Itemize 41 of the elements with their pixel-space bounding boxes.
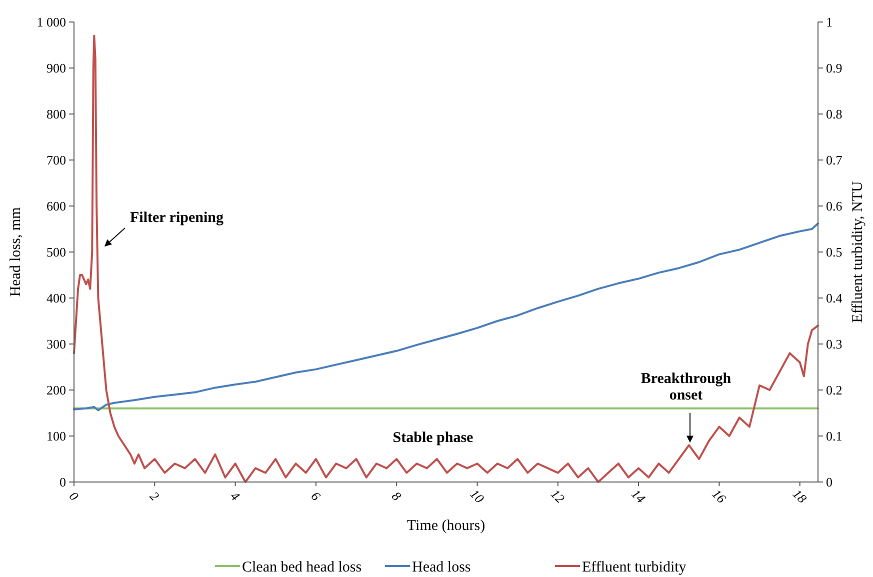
y-axis-title: Head loss, mm bbox=[8, 206, 24, 297]
y2-tick-label: 1 bbox=[826, 14, 832, 30]
x-tick-label: 0 bbox=[66, 488, 82, 504]
legend-label: Head loss bbox=[412, 559, 471, 576]
annotation: Breakthrough onset bbox=[640, 371, 732, 404]
y-tick-label: 300 bbox=[46, 336, 66, 352]
legend-label: Effluent turbidity bbox=[582, 559, 687, 576]
y2-tick-label: 0 bbox=[826, 474, 832, 490]
x-tick-label: 8 bbox=[388, 488, 405, 504]
x-tick-label: 12 bbox=[548, 486, 568, 506]
y2-axis-title: Effluent turbidity, NTU bbox=[850, 181, 866, 323]
y2-tick-label: 0.1 bbox=[826, 428, 842, 444]
y-tick-label: 0 bbox=[60, 474, 66, 490]
annotation: Filter ripening bbox=[130, 210, 224, 226]
x-tick-label: 2 bbox=[147, 488, 163, 504]
x-tick-label: 18 bbox=[790, 486, 810, 506]
y2-tick-label: 0.4 bbox=[826, 290, 843, 306]
y-tick-label: 1 000 bbox=[36, 14, 66, 30]
x-tick-label: 10 bbox=[467, 486, 488, 506]
x-tick-label: 4 bbox=[228, 488, 244, 504]
y2-tick-label: 0.9 bbox=[826, 60, 842, 76]
y-tick-label: 600 bbox=[46, 198, 66, 214]
y2-tick-label: 0.2 bbox=[826, 382, 842, 398]
x-axis-title: Time (hours) bbox=[406, 518, 486, 534]
y-tick-label: 500 bbox=[46, 244, 66, 260]
annotation: Stable phase bbox=[392, 430, 474, 446]
y2-tick-label: 0.5 bbox=[826, 244, 842, 260]
y-tick-label: 400 bbox=[46, 290, 66, 306]
y2-tick-label: 0.6 bbox=[826, 198, 843, 214]
x-tick-label: 16 bbox=[709, 486, 730, 506]
y-tick-label: 800 bbox=[46, 106, 66, 122]
y-tick-label: 200 bbox=[46, 382, 66, 398]
x-tick-label: 14 bbox=[628, 486, 649, 506]
y2-tick-label: 0.7 bbox=[826, 152, 843, 168]
y2-tick-label: 0.3 bbox=[826, 336, 842, 352]
y2-tick-label: 0.8 bbox=[826, 106, 842, 122]
y-tick-label: 100 bbox=[46, 428, 66, 444]
y-tick-label: 900 bbox=[46, 60, 66, 76]
legend-label: Clean bed head loss bbox=[242, 559, 362, 576]
x-tick-label: 6 bbox=[308, 488, 324, 504]
y-tick-label: 700 bbox=[46, 152, 66, 168]
